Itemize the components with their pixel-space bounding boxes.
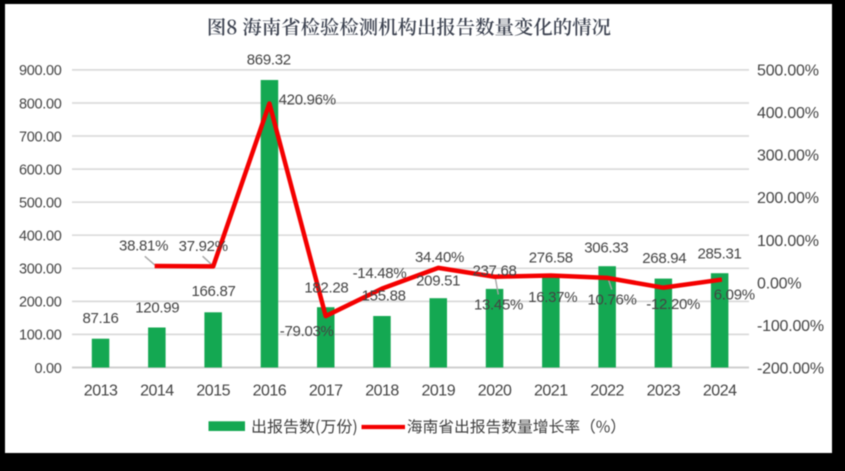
- svg-text:87.16: 87.16: [82, 310, 118, 327]
- svg-text:2014: 2014: [140, 382, 174, 399]
- svg-text:2016: 2016: [253, 382, 287, 399]
- svg-text:2022: 2022: [590, 382, 624, 399]
- svg-text:100.00%: 100.00%: [757, 233, 819, 250]
- svg-text:100.00: 100.00: [19, 328, 62, 344]
- svg-text:600.00: 600.00: [19, 162, 62, 178]
- svg-text:6.09%: 6.09%: [714, 286, 755, 303]
- svg-text:2020: 2020: [478, 382, 512, 399]
- svg-text:869.32: 869.32: [247, 52, 291, 69]
- svg-text:2023: 2023: [647, 382, 681, 399]
- svg-text:400.00%: 400.00%: [757, 105, 819, 122]
- svg-text:2024: 2024: [703, 382, 737, 399]
- svg-text:-200.00%: -200.00%: [757, 360, 824, 377]
- svg-text:209.51: 209.51: [416, 272, 460, 289]
- svg-text:10.76%: 10.76%: [587, 291, 636, 308]
- svg-text:0.00%: 0.00%: [757, 275, 801, 292]
- svg-text:2015: 2015: [196, 382, 230, 399]
- svg-text:237.68: 237.68: [472, 263, 516, 280]
- svg-text:-12.20%: -12.20%: [646, 296, 700, 313]
- svg-text:200.00%: 200.00%: [757, 190, 819, 207]
- svg-text:420.96%: 420.96%: [279, 92, 336, 109]
- svg-text:276.58: 276.58: [529, 249, 573, 266]
- svg-text:37.92%: 37.92%: [179, 238, 228, 255]
- svg-text:700.00: 700.00: [19, 129, 62, 145]
- svg-text:182.28: 182.28: [304, 279, 348, 296]
- svg-text:400.00: 400.00: [19, 229, 62, 245]
- svg-text:2017: 2017: [309, 382, 343, 399]
- svg-text:306.33: 306.33: [584, 239, 628, 256]
- svg-text:500.00%: 500.00%: [757, 63, 819, 80]
- svg-text:2013: 2013: [84, 382, 118, 399]
- svg-text:900.00: 900.00: [19, 63, 62, 79]
- svg-text:300.00: 300.00: [19, 262, 62, 278]
- svg-text:120.99: 120.99: [135, 300, 179, 317]
- svg-text:300.00%: 300.00%: [757, 148, 819, 165]
- svg-text:2019: 2019: [422, 382, 456, 399]
- svg-text:268.94: 268.94: [642, 250, 686, 267]
- svg-text:500.00: 500.00: [19, 196, 62, 212]
- svg-text:-14.48%: -14.48%: [353, 265, 407, 282]
- svg-text:34.40%: 34.40%: [415, 249, 464, 266]
- svg-text:285.31: 285.31: [697, 246, 741, 263]
- svg-text:166.87: 166.87: [191, 283, 235, 300]
- svg-text:800.00: 800.00: [19, 96, 62, 112]
- svg-text:16.37%: 16.37%: [528, 289, 577, 306]
- svg-text:-79.03%: -79.03%: [280, 323, 334, 340]
- svg-text:2021: 2021: [534, 382, 568, 399]
- svg-text:200.00: 200.00: [19, 295, 62, 311]
- svg-text:-100.00%: -100.00%: [757, 318, 824, 335]
- svg-text:0.00: 0.00: [34, 361, 61, 377]
- svg-text:2018: 2018: [365, 382, 399, 399]
- svg-text:38.81%: 38.81%: [119, 237, 168, 254]
- svg-text:13.45%: 13.45%: [474, 297, 523, 314]
- svg-text:155.88: 155.88: [362, 288, 406, 305]
